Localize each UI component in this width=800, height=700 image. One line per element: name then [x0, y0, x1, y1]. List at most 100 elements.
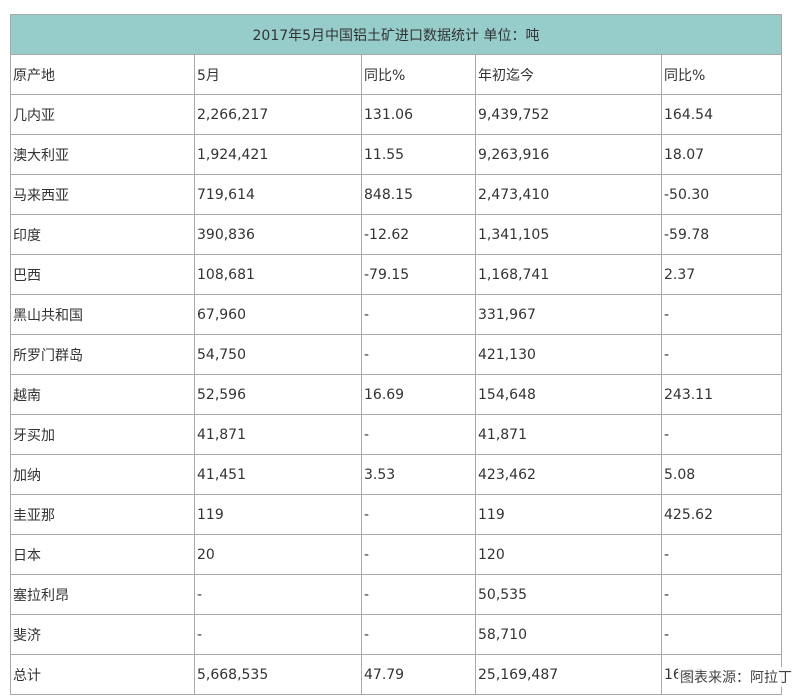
cell: 塞拉利昂 — [10, 574, 195, 615]
cell: 原产地 — [10, 54, 195, 95]
data-row: 黑山共和国 67,960-331,967- — [10, 294, 783, 335]
cell: - — [660, 294, 783, 335]
cell: 20 — [194, 534, 362, 575]
cell: - — [660, 614, 783, 655]
cell: - — [361, 294, 476, 335]
cell: - — [361, 334, 476, 375]
cell: - — [361, 574, 476, 615]
data-row: 马来西亚 719,614 848.15 2,473,410 -50.30 — [10, 174, 783, 215]
cell: 2.37 — [660, 254, 783, 295]
cell: 119 — [475, 494, 662, 535]
cell: 119 — [194, 494, 362, 535]
cell: - — [660, 334, 783, 375]
cell: 54,750 — [194, 334, 362, 375]
cell: 50,535 — [475, 574, 662, 615]
cell: 印度 — [10, 214, 195, 255]
data-row: 圭亚那 119-119 425.62 — [10, 494, 783, 535]
cell: 几内亚 — [10, 94, 195, 135]
data-row: 牙买加 41,871-41,871- — [10, 414, 783, 455]
cell: 9,263,916 — [475, 134, 662, 175]
cell: 斐济 — [10, 614, 195, 655]
data-row: 日本 20-120- — [10, 534, 783, 575]
cell: 圭亚那 — [10, 494, 195, 535]
cell: 47.79 — [361, 654, 476, 695]
cell: 同比% — [361, 54, 476, 95]
cell: -12.62 — [361, 214, 476, 255]
cell: 41,871 — [194, 414, 362, 455]
cell: 425.62 — [660, 494, 783, 535]
data-row: 几内亚 2,266,217 131.06 9,439,752 164.54 — [10, 94, 783, 135]
cell: 9,439,752 — [475, 94, 662, 135]
cell: 41,871 — [475, 414, 662, 455]
data-row: 澳大利亚 1,924,421 11.55 9,263,916 18.07 — [10, 134, 783, 175]
cell: - — [660, 414, 783, 455]
data-row: 塞拉利昂 - -50,535- — [10, 574, 783, 615]
cell: 120 — [475, 534, 662, 575]
cell: 同比% — [660, 54, 783, 95]
cell: 18.07 — [660, 134, 783, 175]
cell: 2,473,410 — [475, 174, 662, 215]
cell: 390,836 — [194, 214, 362, 255]
cell: - — [660, 574, 783, 615]
cell: 154,648 — [475, 374, 662, 415]
cell: 牙买加 — [10, 414, 195, 455]
cell: 719,614 — [194, 174, 362, 215]
cell: 11.55 — [361, 134, 476, 175]
cell: 5,668,535 — [194, 654, 362, 695]
cell: 越南 — [10, 374, 195, 415]
cell: 164.54 — [660, 94, 783, 135]
table-title: 2017年5月中国铝土矿进口数据统计 单位：吨 — [9, 14, 783, 55]
source-note: 图表来源：阿拉丁 — [678, 667, 794, 687]
cell: 澳大利亚 — [10, 134, 195, 175]
data-row: 斐济 - -58,710- — [10, 614, 783, 655]
import-table: 2017年5月中国铝土矿进口数据统计 单位：吨 原产地 5月 同比% 年初迄今 同比% 几… — [9, 14, 783, 695]
cell: 848.15 — [361, 174, 476, 215]
cell: 马来西亚 — [10, 174, 195, 215]
cell: 108,681 — [194, 254, 362, 295]
data-row: 印度 390,836 -12.62 1,341,105 -59.78 — [10, 214, 783, 255]
cell: 421,130 — [475, 334, 662, 375]
cell: 日本 — [10, 534, 195, 575]
cell: -79.15 — [361, 254, 476, 295]
cell: - — [194, 614, 362, 655]
cell: 67,960 — [194, 294, 362, 335]
cell: 243.11 — [660, 374, 783, 415]
data-row: 所罗门群岛 54,750-421,130- — [10, 334, 783, 375]
cell: -50.30 — [660, 174, 783, 215]
cell: - — [660, 534, 783, 575]
cell: - — [194, 574, 362, 615]
cell: 加纳 — [10, 454, 195, 495]
cell: 1,168,741 — [475, 254, 662, 295]
cell: 巴西 — [10, 254, 195, 295]
cell: -59.78 — [660, 214, 783, 255]
cell: 131.06 — [361, 94, 476, 135]
header-row: 原产地 5月 同比% 年初迄今 同比% — [10, 54, 783, 95]
cell: 1,341,105 — [475, 214, 662, 255]
cell: 16.69 — [361, 374, 476, 415]
cell: - — [361, 534, 476, 575]
cell: 黑山共和国 — [10, 294, 195, 335]
cell: - — [361, 614, 476, 655]
cell: - — [361, 414, 476, 455]
cell: 331,967 — [475, 294, 662, 335]
cell: 所罗门群岛 — [10, 334, 195, 375]
cell: 2,266,217 — [194, 94, 362, 135]
cell: 58,710 — [475, 614, 662, 655]
data-row: 越南 52,596 16.69 154,648 243.11 — [10, 374, 783, 415]
cell: - — [361, 494, 476, 535]
data-row: 巴西 108,681 -79.15 1,168,741 2.37 — [10, 254, 783, 295]
cell: 5.08 — [660, 454, 783, 495]
cell: 3.53 — [361, 454, 476, 495]
cell: 总计 — [10, 654, 195, 695]
cell: 423,462 — [475, 454, 662, 495]
title-row: 2017年5月中国铝土矿进口数据统计 单位：吨 — [9, 14, 783, 55]
cell: 25,169,487 — [475, 654, 662, 695]
cell: 52,596 — [194, 374, 362, 415]
cell: 年初迄今 — [475, 54, 662, 95]
cell: 1,924,421 — [194, 134, 362, 175]
data-row: 加纳 41,451 3.53 423,462 5.08 — [10, 454, 783, 495]
cell: 5月 — [194, 54, 362, 95]
cell: 41,451 — [194, 454, 362, 495]
